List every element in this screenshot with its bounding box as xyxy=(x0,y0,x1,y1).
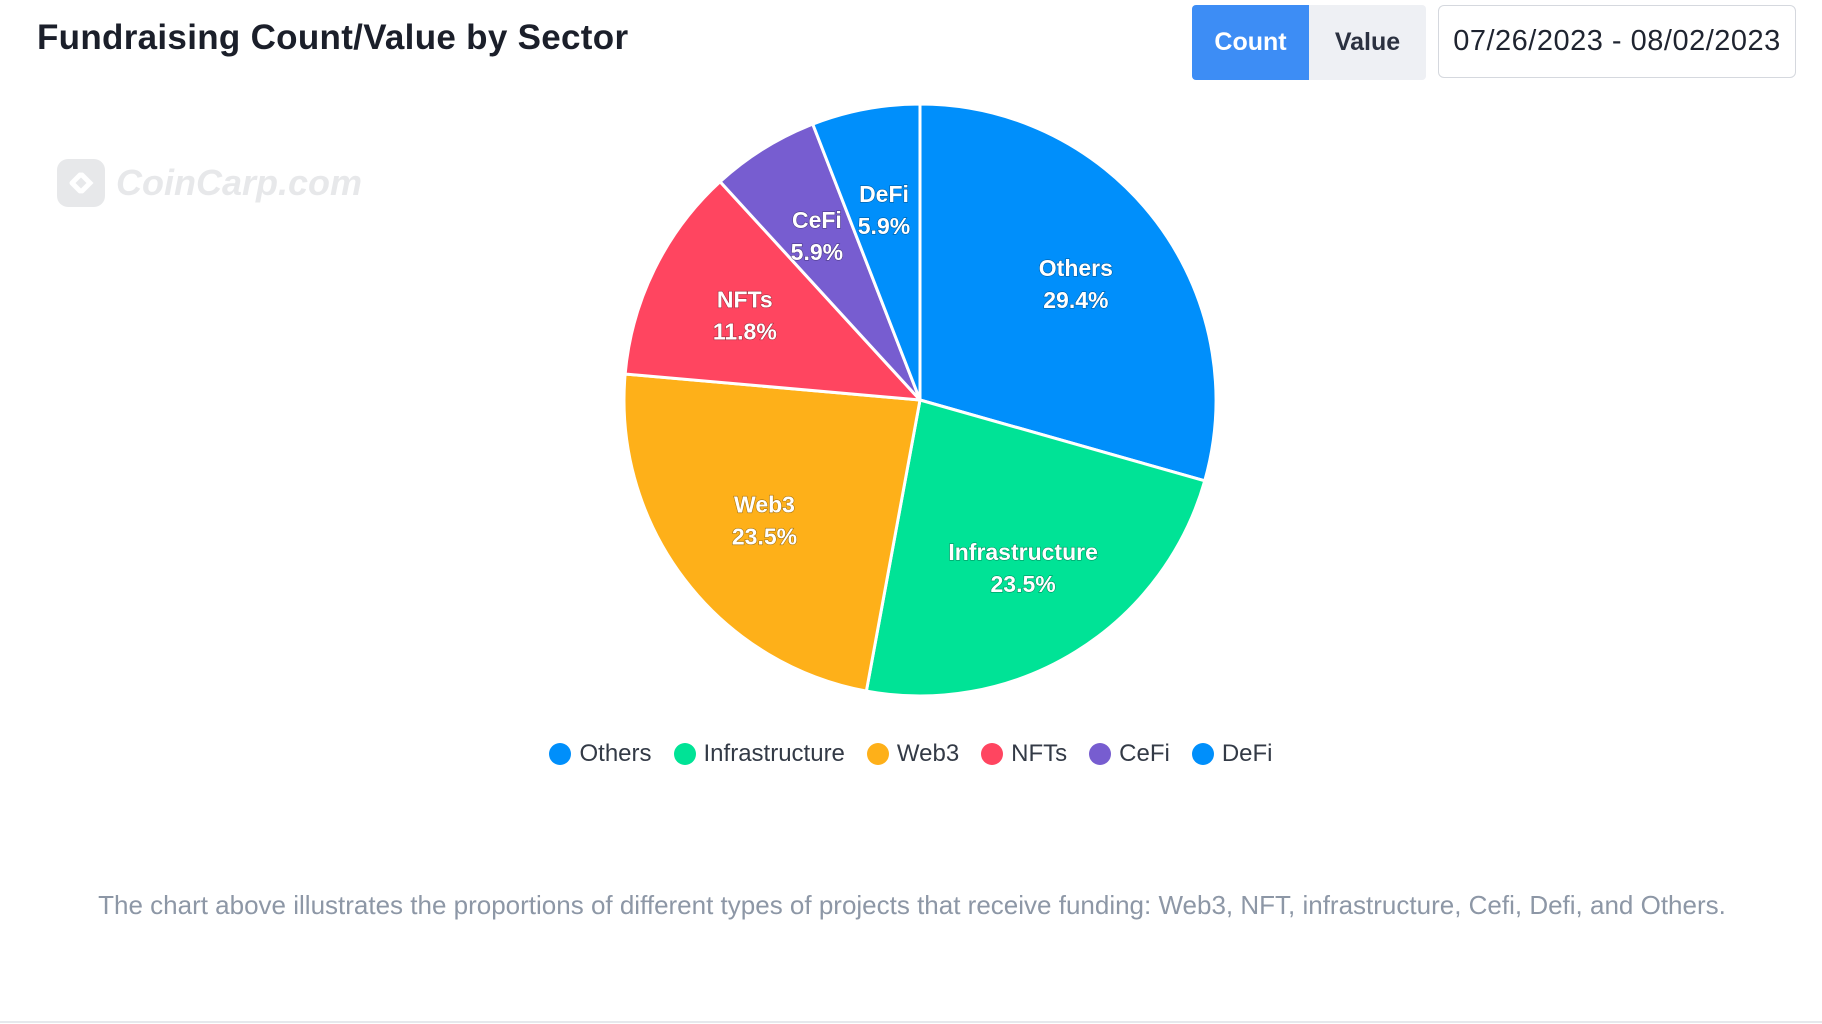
legend-label-infrastructure: Infrastructure xyxy=(703,740,845,767)
date-range-picker[interactable]: 07/26/2023 - 08/02/2023 xyxy=(1438,5,1796,78)
pie-chart: Others 29.4% Infrastructure 23.5% Web3 23.5% N… xyxy=(622,102,1218,698)
pie-slice-others[interactable] xyxy=(918,102,1218,483)
pie-slice-web3[interactable] xyxy=(622,372,922,693)
slice-value-infrastructure: 23.5% xyxy=(991,571,1056,597)
legend-swatch-cefi xyxy=(1089,743,1112,765)
legend-swatch-others xyxy=(549,743,572,765)
page-title: Fundraising Count/Value by Sector xyxy=(37,18,629,57)
slice-label-others: Others xyxy=(1039,255,1113,281)
legend-label-others: Others xyxy=(579,740,652,767)
legend-item-infrastructure[interactable]: Infrastructure xyxy=(673,740,845,768)
coincarp-logo-icon xyxy=(57,159,105,207)
bottom-divider xyxy=(0,1021,1822,1023)
watermark: CoinCarp.com xyxy=(56,158,362,208)
slice-label-web3: Web3 xyxy=(734,491,795,517)
slice-value-cefi: 5.9% xyxy=(791,239,843,265)
chart-legend: Others Infrastructure Web3 NFTs CeFi DeFi xyxy=(0,740,1822,768)
legend-swatch-nfts xyxy=(981,743,1004,765)
legend-swatch-web3 xyxy=(866,743,889,765)
slice-value-others: 29.4% xyxy=(1043,287,1108,313)
watermark-text: CoinCarp.com xyxy=(116,162,363,203)
value-toggle-button[interactable]: Value xyxy=(1309,5,1426,80)
legend-item-defi[interactable]: DeFi xyxy=(1191,740,1273,768)
slice-label-cefi: CeFi xyxy=(792,207,842,233)
legend-item-cefi[interactable]: CeFi xyxy=(1089,740,1170,768)
legend-swatch-defi xyxy=(1191,743,1214,765)
legend-swatch-infrastructure xyxy=(673,743,696,765)
legend-label-cefi: CeFi xyxy=(1119,740,1170,767)
legend-item-nfts[interactable]: NFTs xyxy=(981,740,1067,768)
slice-value-nfts: 11.8% xyxy=(713,319,777,345)
pie-slice-nfts[interactable] xyxy=(623,180,922,402)
chart-caption: The chart above illustrates the proporti… xyxy=(98,890,1726,920)
legend-label-defi: DeFi xyxy=(1221,740,1273,767)
slice-value-defi: 5.9% xyxy=(858,213,910,239)
slice-label-infrastructure: Infrastructure xyxy=(948,539,1098,565)
slice-value-web3: 23.5% xyxy=(732,523,797,549)
count-value-toggle: Count Value xyxy=(1192,5,1426,80)
legend-item-others[interactable]: Others xyxy=(549,740,652,768)
pie-slice-defi[interactable] xyxy=(811,102,922,402)
slice-label-defi: DeFi xyxy=(859,181,909,207)
legend-label-web3: Web3 xyxy=(896,740,960,767)
legend-item-web3[interactable]: Web3 xyxy=(866,740,960,768)
count-toggle-button[interactable]: Count xyxy=(1192,5,1309,80)
slice-label-nfts: NFTs xyxy=(717,287,773,313)
pie-slice-infrastructure[interactable] xyxy=(864,398,1207,698)
legend-label-nfts: NFTs xyxy=(1011,740,1068,767)
